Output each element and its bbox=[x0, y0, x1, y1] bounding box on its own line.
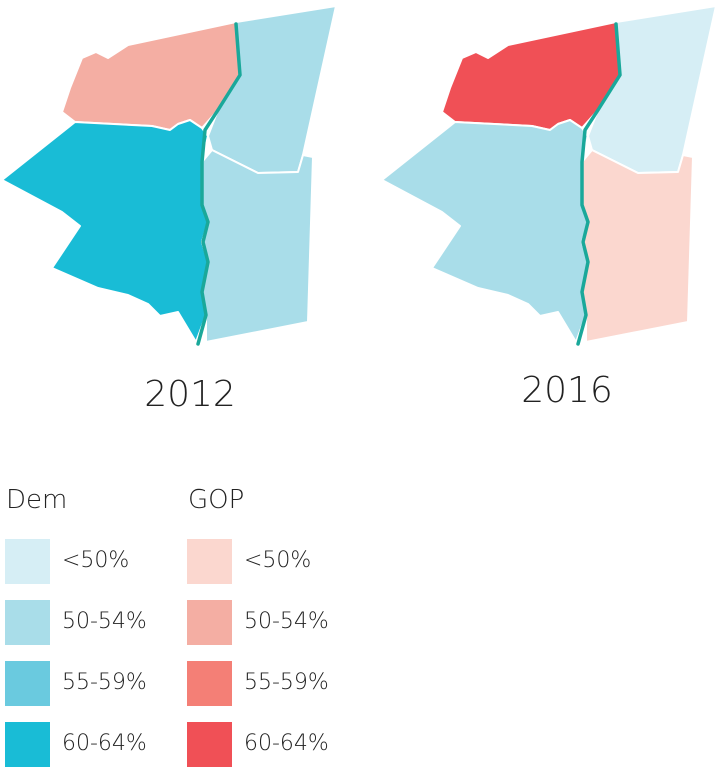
legend-dem-title: Dem bbox=[6, 485, 68, 515]
legend-swatch-dem-3 bbox=[5, 661, 50, 706]
legend-label-gop-3: 55-59% bbox=[244, 670, 329, 695]
region-northwest bbox=[441, 21, 621, 131]
year-label-2016: 2016 bbox=[521, 370, 613, 411]
legend-swatch-gop-1 bbox=[187, 539, 232, 584]
legend-swatch-dem-2 bbox=[5, 600, 50, 645]
legend-label-gop-2: 50-54% bbox=[244, 609, 329, 634]
region-southeast bbox=[201, 149, 314, 343]
legend-swatch-gop-3 bbox=[187, 661, 232, 706]
legend-label-dem-1: <50% bbox=[62, 548, 130, 573]
legend-gop-title: GOP bbox=[188, 485, 245, 515]
map-2016-svg bbox=[381, 5, 717, 346]
region-west bbox=[381, 119, 589, 343]
legend-label-gop-1: <50% bbox=[244, 548, 312, 573]
map-2012-svg bbox=[1, 5, 337, 346]
region-west bbox=[1, 119, 209, 343]
map-2012 bbox=[0, 0, 340, 360]
region-northwest bbox=[61, 21, 241, 131]
map-2016 bbox=[380, 0, 720, 360]
legend-swatch-gop-4 bbox=[187, 722, 232, 767]
river bbox=[576, 22, 622, 346]
region-southeast bbox=[581, 149, 694, 343]
legend-swatch-dem-1 bbox=[5, 539, 50, 584]
legend-swatch-dem-4 bbox=[5, 722, 50, 767]
river bbox=[196, 22, 242, 346]
legend-label-dem-2: 50-54% bbox=[62, 609, 147, 634]
legend-label-gop-4: 60-64% bbox=[244, 731, 329, 756]
year-label-2012: 2012 bbox=[144, 374, 236, 415]
legend-label-dem-3: 55-59% bbox=[62, 670, 147, 695]
legend-label-dem-4: 60-64% bbox=[62, 731, 147, 756]
legend-swatch-gop-2 bbox=[187, 600, 232, 645]
